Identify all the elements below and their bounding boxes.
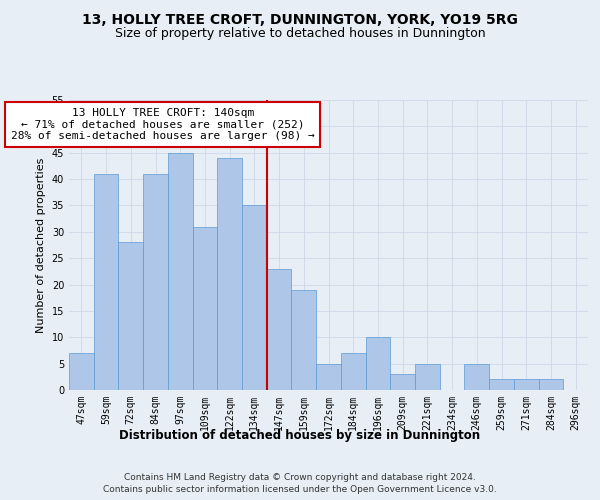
Bar xyxy=(69,353,94,390)
Bar xyxy=(514,380,539,390)
Text: 13 HOLLY TREE CROFT: 140sqm
← 71% of detached houses are smaller (252)
28% of se: 13 HOLLY TREE CROFT: 140sqm ← 71% of det… xyxy=(11,108,315,141)
Bar xyxy=(489,380,514,390)
Text: Contains HM Land Registry data © Crown copyright and database right 2024.
Contai: Contains HM Land Registry data © Crown c… xyxy=(103,472,497,494)
Bar xyxy=(217,158,242,390)
Bar xyxy=(292,290,316,390)
Bar xyxy=(193,226,217,390)
Bar xyxy=(415,364,440,390)
Bar xyxy=(143,174,168,390)
Bar xyxy=(316,364,341,390)
Bar xyxy=(94,174,118,390)
Text: Distribution of detached houses by size in Dunnington: Distribution of detached houses by size … xyxy=(119,428,481,442)
Bar xyxy=(168,152,193,390)
Bar xyxy=(464,364,489,390)
Text: Size of property relative to detached houses in Dunnington: Size of property relative to detached ho… xyxy=(115,28,485,40)
Bar xyxy=(365,338,390,390)
Bar xyxy=(390,374,415,390)
Bar xyxy=(118,242,143,390)
Text: 13, HOLLY TREE CROFT, DUNNINGTON, YORK, YO19 5RG: 13, HOLLY TREE CROFT, DUNNINGTON, YORK, … xyxy=(82,12,518,26)
Bar xyxy=(242,206,267,390)
Bar xyxy=(341,353,365,390)
Bar xyxy=(539,380,563,390)
Y-axis label: Number of detached properties: Number of detached properties xyxy=(36,158,46,332)
Bar xyxy=(267,268,292,390)
